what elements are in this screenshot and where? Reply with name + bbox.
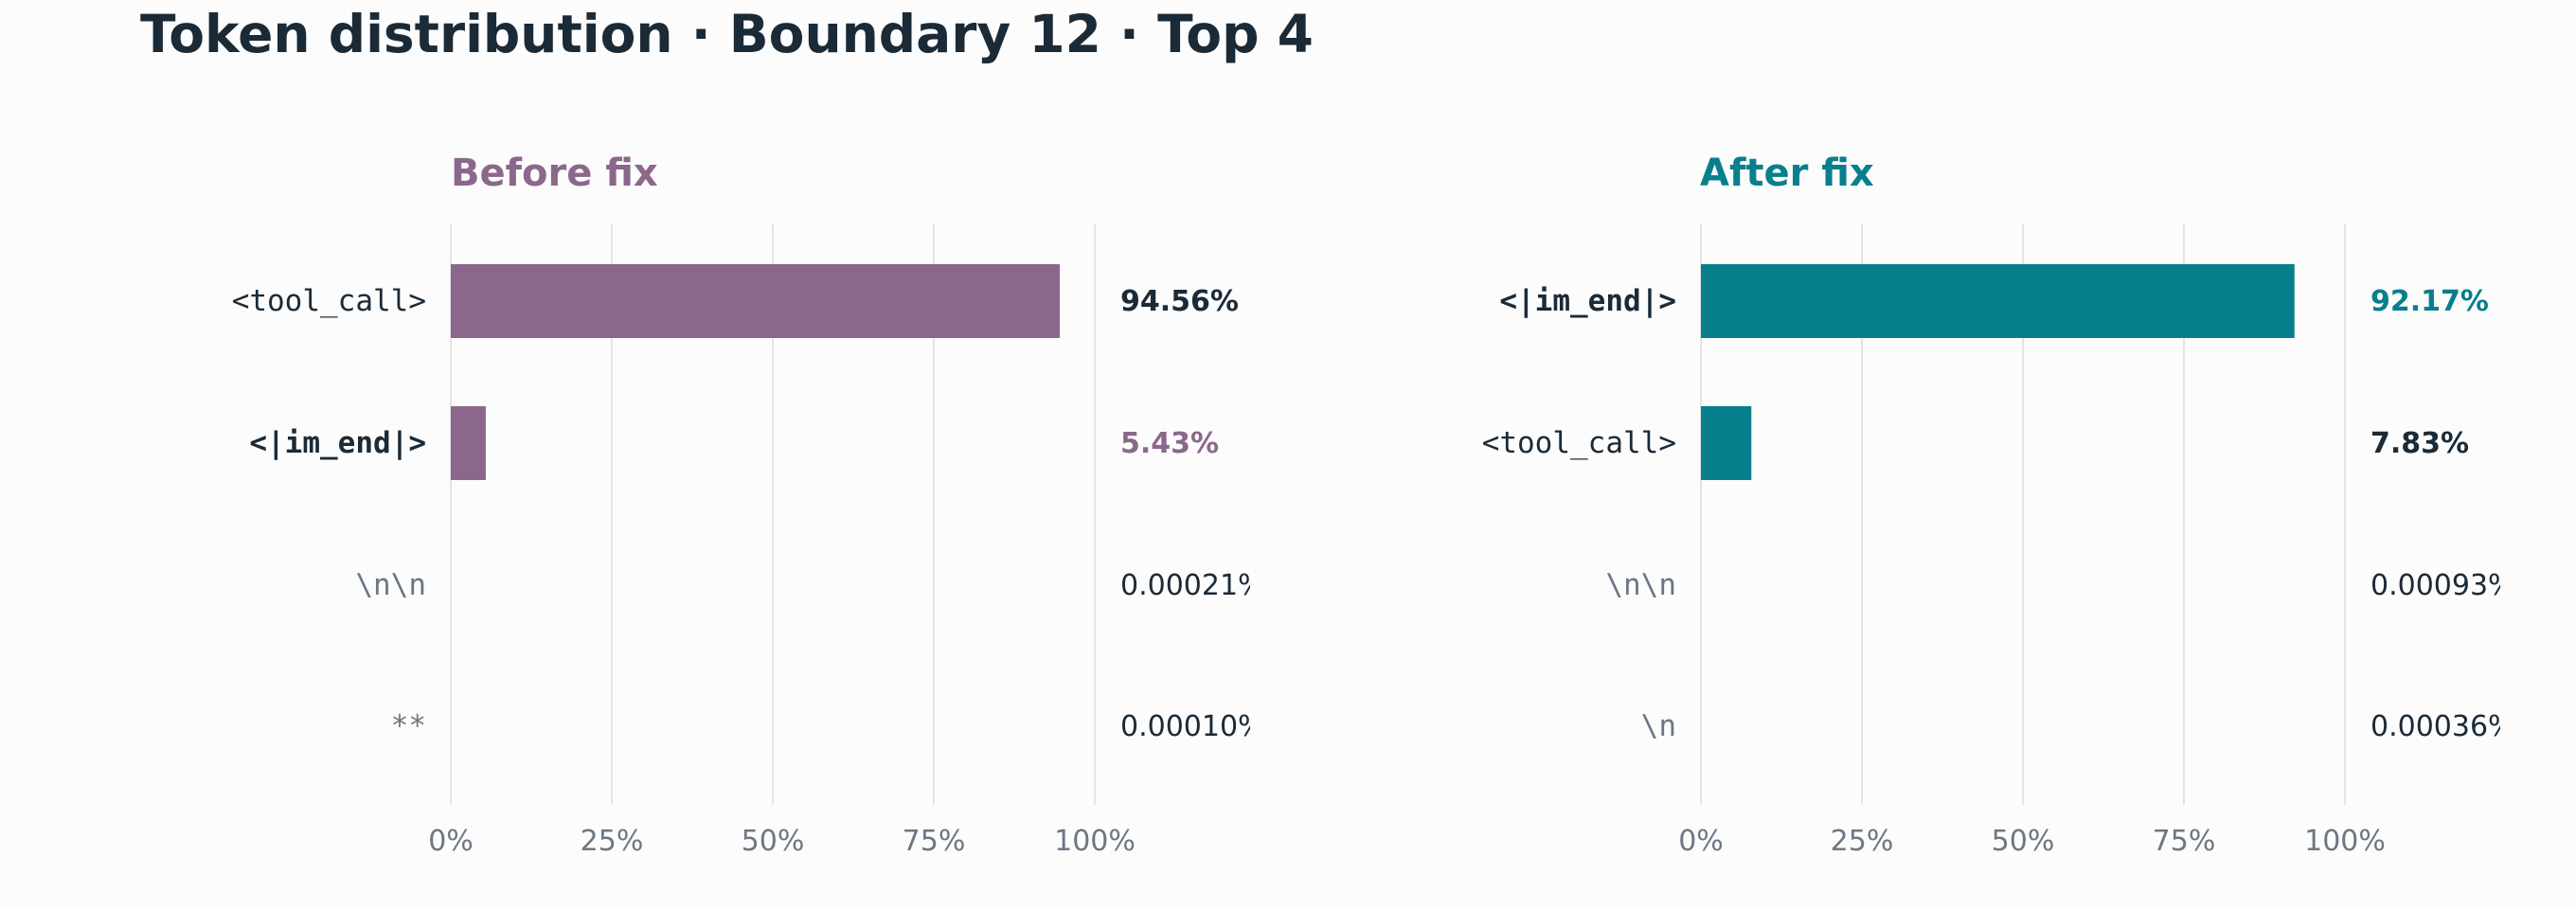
before-fix-panel: Before fix 0% 25% 50% 75% 100% <tool_call> 94.… [0, 0, 1250, 909]
after-fix-panel: After fix 0% 25% 50% 75% 100% <|im_end|> 92.17… [1250, 0, 2500, 909]
before-category-label: ** [391, 709, 426, 743]
after-x-tick-label: 75% [2153, 825, 2216, 858]
before-x-tick-label: 0% [428, 825, 474, 858]
after-bar [1701, 264, 2295, 338]
before-fix-title: Before fix [451, 152, 658, 195]
after-x-tick-label: 50% [1992, 825, 2055, 858]
page-title: Token distribution · Boundary 12 · Top 4 [140, 4, 1314, 64]
before-x-tick-label: 100% [1054, 825, 1136, 858]
before-value-label: 0.00021% [1120, 569, 1250, 602]
before-bar [451, 264, 1061, 338]
after-fix-title: After fix [1700, 152, 1874, 195]
after-category-label: \n\n [1605, 568, 1676, 602]
after-x-tick-label: 25% [1831, 825, 1894, 858]
after-value-label: 0.00093% [2370, 569, 2500, 602]
before-value-label: 94.56% [1120, 285, 1239, 318]
before-x-tick-label: 50% [742, 825, 805, 858]
before-category-label: <tool_call> [232, 284, 426, 318]
after-bar [1701, 406, 1752, 480]
before-value-label: 0.00010% [1120, 710, 1250, 743]
after-category-label: \n [1641, 709, 1676, 743]
before-category-label: \n\n [355, 568, 426, 602]
before-fix-chart: 0% 25% 50% 75% 100% <tool_call> 94.56% <|im_end… [232, 223, 1250, 858]
after-value-label: 92.17% [2370, 285, 2489, 318]
before-value-label: 5.43% [1120, 427, 1219, 460]
before-category-label: <|im_end|> [249, 426, 426, 460]
after-category-label: <|im_end|> [1499, 284, 1676, 318]
after-x-tick-label: 100% [2304, 825, 2386, 858]
after-value-label: 0.00036% [2370, 710, 2500, 743]
after-category-label: <tool_call> [1482, 426, 1676, 460]
before-bar [451, 406, 486, 480]
before-x-tick-label: 75% [903, 825, 966, 858]
after-value-label: 7.83% [2370, 427, 2469, 460]
after-x-tick-label: 0% [1678, 825, 1724, 858]
after-fix-chart: 0% 25% 50% 75% 100% <|im_end|> 92.17% <tool_cal… [1482, 223, 2500, 858]
before-x-tick-label: 25% [581, 825, 644, 858]
